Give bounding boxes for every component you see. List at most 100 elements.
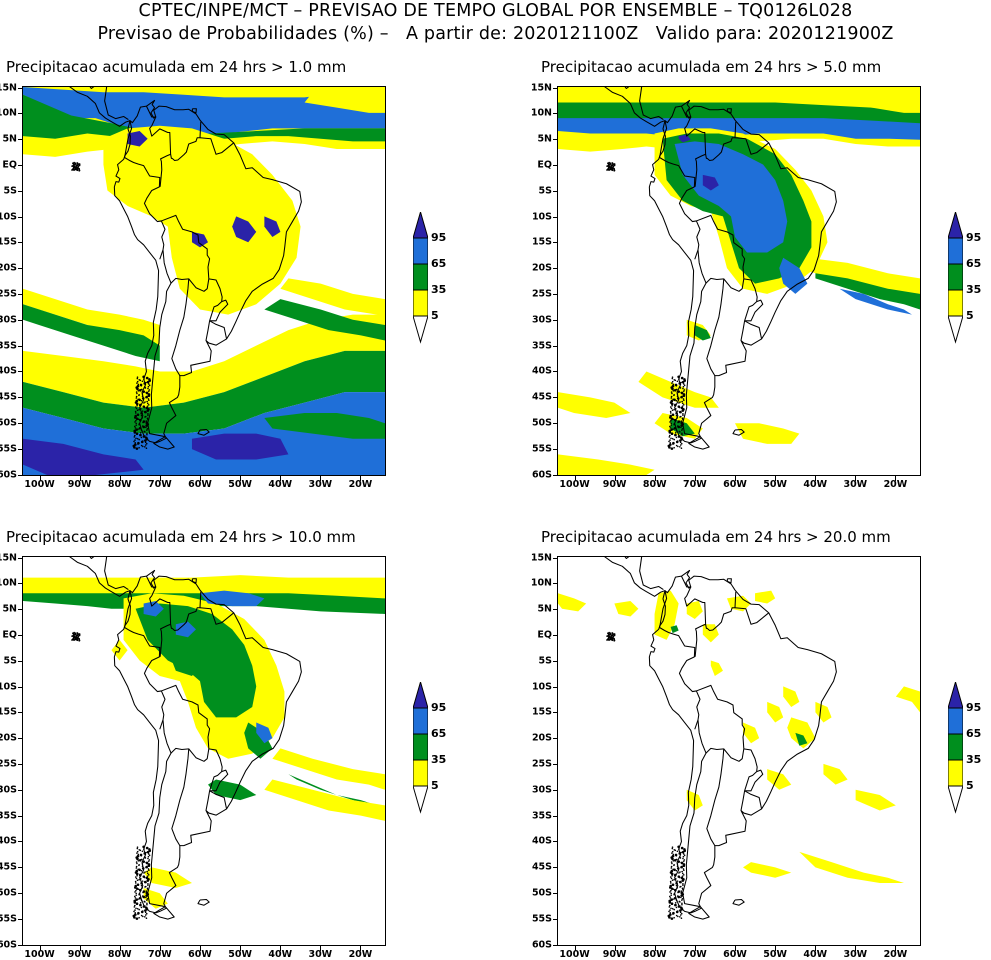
y-axis-label: 30S xyxy=(0,784,17,795)
y-axis-label: 15N xyxy=(519,82,552,93)
y-axis-label: 35S xyxy=(0,810,17,821)
x-axis-label: 90W xyxy=(68,949,92,960)
y-tick xyxy=(553,687,558,688)
y-axis-label: 60S xyxy=(519,939,552,950)
y-tick xyxy=(553,475,558,476)
y-axis-label: 10S xyxy=(519,681,552,692)
y-axis-label: 5S xyxy=(0,655,17,666)
x-axis-label: 40W xyxy=(803,949,827,960)
header-line-1: CPTEC/INPE/MCT – PREVISAO DE TEMPO GLOBA… xyxy=(0,0,991,23)
y-axis-label: 20S xyxy=(519,733,552,744)
y-tick xyxy=(18,397,23,398)
colorbar-tick-label: 35 xyxy=(966,284,981,295)
colorbar-tick-label: 65 xyxy=(431,258,446,269)
x-axis-label: 70W xyxy=(148,479,172,490)
y-axis-label: 55S xyxy=(519,443,552,454)
y-axis-label: 10N xyxy=(519,108,552,119)
colorbar-tick-label: 95 xyxy=(966,702,981,713)
x-axis-label: 100W xyxy=(24,479,54,490)
colorbar-tick-label: 35 xyxy=(966,754,981,765)
y-axis-label: 25S xyxy=(0,758,17,769)
y-tick xyxy=(18,165,23,166)
y-axis-label: 20S xyxy=(519,263,552,274)
x-axis-label: 60W xyxy=(188,479,212,490)
y-tick xyxy=(18,661,23,662)
y-tick xyxy=(18,609,23,610)
colorbar-tick-label: 95 xyxy=(431,702,446,713)
colorbar-tick-label: 95 xyxy=(966,232,981,243)
x-axis-label: 90W xyxy=(603,479,627,490)
y-axis-label: 55S xyxy=(0,913,17,924)
y-axis-label: EQ xyxy=(519,629,552,640)
y-tick xyxy=(553,764,558,765)
y-tick xyxy=(553,558,558,559)
y-tick xyxy=(18,635,23,636)
y-tick xyxy=(553,583,558,584)
y-axis-label: 35S xyxy=(519,810,552,821)
y-tick xyxy=(553,191,558,192)
colorbar-tick-label: 5 xyxy=(966,310,974,321)
map-panel-4 xyxy=(557,556,921,946)
x-axis-label: 80W xyxy=(108,479,132,490)
y-axis-label: 50S xyxy=(519,417,552,428)
y-axis-label: 5S xyxy=(0,185,17,196)
y-axis-label: 10N xyxy=(0,578,17,589)
y-tick xyxy=(18,764,23,765)
x-axis-label: 20W xyxy=(884,949,908,960)
x-axis-label: 70W xyxy=(148,949,172,960)
y-axis-label: 30S xyxy=(0,314,17,325)
y-axis-label: 30S xyxy=(519,314,552,325)
y-axis-label: 25S xyxy=(519,758,552,769)
y-tick xyxy=(553,165,558,166)
y-tick xyxy=(18,841,23,842)
x-axis-label: 100W xyxy=(24,949,54,960)
y-tick xyxy=(553,242,558,243)
y-axis-label: 15S xyxy=(519,237,552,248)
y-tick xyxy=(18,88,23,89)
y-tick xyxy=(18,945,23,946)
y-tick xyxy=(18,346,23,347)
y-tick xyxy=(553,712,558,713)
x-axis-label: 40W xyxy=(268,949,292,960)
y-tick xyxy=(553,816,558,817)
y-axis-label: 15N xyxy=(0,552,17,563)
map-panel-3 xyxy=(22,556,386,946)
y-tick xyxy=(553,919,558,920)
x-axis-label: 80W xyxy=(643,479,667,490)
y-axis-label: 5S xyxy=(519,185,552,196)
colorbar-tick-label: 5 xyxy=(431,780,439,791)
y-tick xyxy=(553,88,558,89)
y-tick xyxy=(553,945,558,946)
y-tick xyxy=(553,893,558,894)
y-tick xyxy=(18,816,23,817)
x-axis-label: 70W xyxy=(683,949,707,960)
x-axis-label: 50W xyxy=(228,479,252,490)
y-tick xyxy=(18,191,23,192)
panel-title-3: Precipitacao acumulada em 24 hrs > 10.0 … xyxy=(6,528,356,546)
y-axis-label: 15S xyxy=(519,707,552,718)
colorbar-2 xyxy=(948,212,963,368)
y-tick xyxy=(553,738,558,739)
y-axis-label: EQ xyxy=(0,159,17,170)
header-line-2: Previsao de Probabilidades (%) – A parti… xyxy=(0,23,991,46)
y-axis-label: 5S xyxy=(519,655,552,666)
panel-title-4: Precipitacao acumulada em 24 hrs > 20.0 … xyxy=(541,528,891,546)
x-axis-label: 40W xyxy=(268,479,292,490)
y-tick xyxy=(18,294,23,295)
y-axis-label: 5N xyxy=(0,604,17,615)
x-axis-label: 30W xyxy=(308,479,332,490)
y-axis-label: 10N xyxy=(0,108,17,119)
colorbar-tick-label: 95 xyxy=(431,232,446,243)
y-tick xyxy=(18,139,23,140)
y-axis-label: 5N xyxy=(519,134,552,145)
x-axis-label: 50W xyxy=(763,949,787,960)
y-tick xyxy=(18,687,23,688)
y-axis-label: 50S xyxy=(0,887,17,898)
y-tick xyxy=(18,475,23,476)
y-axis-label: 10N xyxy=(519,578,552,589)
x-axis-label: 60W xyxy=(188,949,212,960)
y-axis-label: 55S xyxy=(519,913,552,924)
panel-title-2: Precipitacao acumulada em 24 hrs > 5.0 m… xyxy=(541,58,881,76)
y-axis-label: 25S xyxy=(519,288,552,299)
y-tick xyxy=(553,371,558,372)
